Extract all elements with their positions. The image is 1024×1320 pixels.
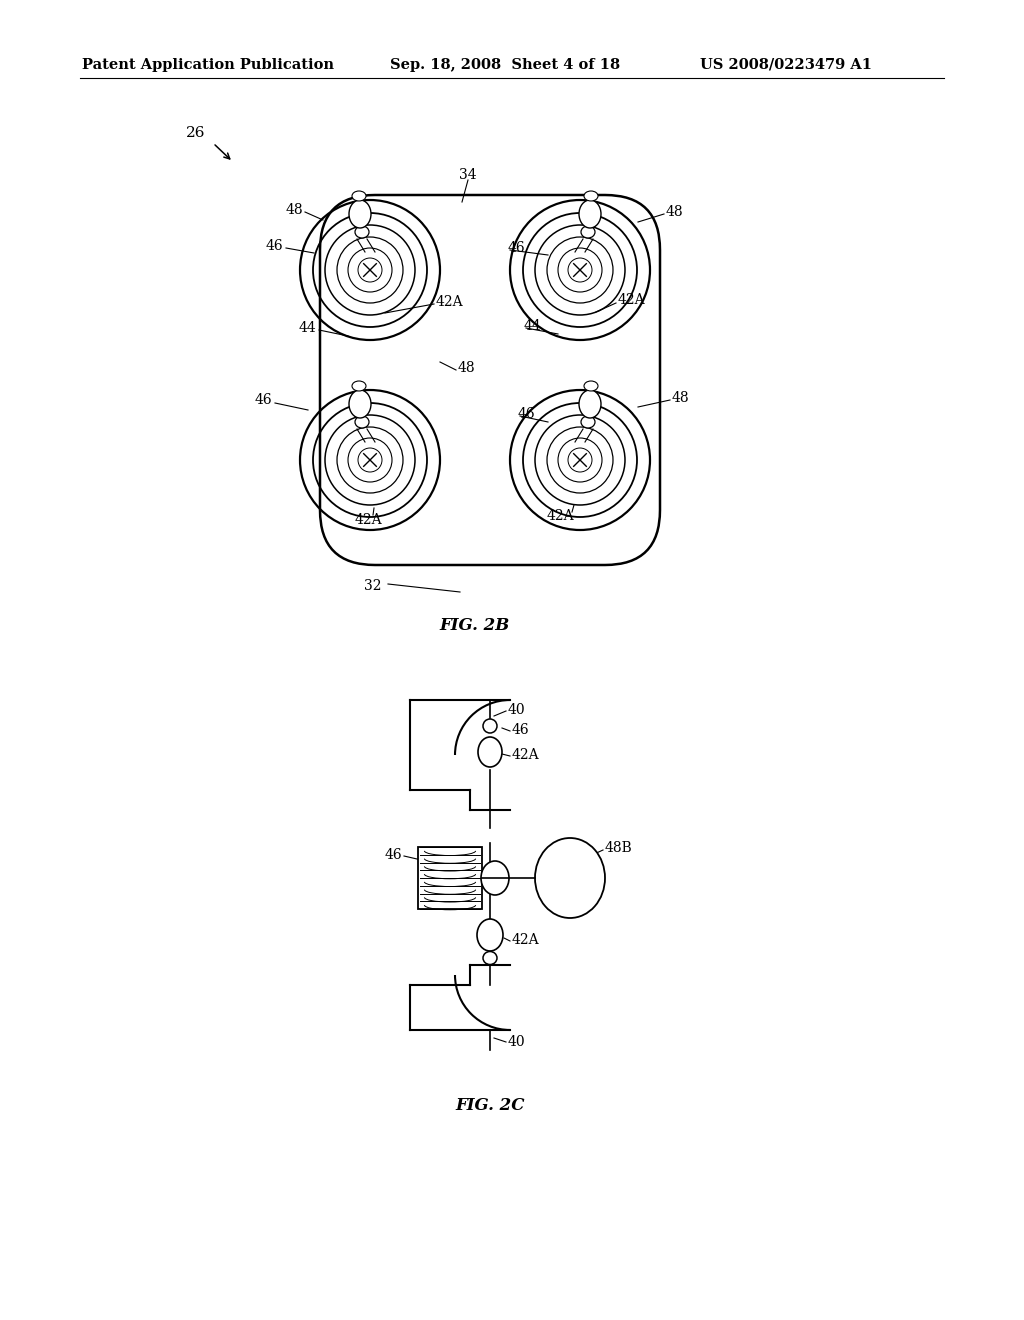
Ellipse shape (355, 416, 369, 428)
Ellipse shape (355, 226, 369, 238)
Text: 46: 46 (254, 393, 272, 407)
Text: 32: 32 (365, 579, 382, 593)
Ellipse shape (349, 201, 371, 228)
Text: 42A: 42A (512, 933, 540, 946)
Text: 46: 46 (518, 407, 536, 421)
Ellipse shape (352, 381, 366, 391)
Text: 42A: 42A (618, 293, 645, 308)
Ellipse shape (477, 919, 503, 950)
Text: 34: 34 (459, 168, 477, 182)
Text: 48: 48 (666, 205, 684, 219)
Ellipse shape (349, 389, 371, 418)
Text: 48: 48 (672, 391, 689, 405)
Text: 44: 44 (298, 321, 316, 335)
Text: 40: 40 (508, 704, 525, 717)
Ellipse shape (483, 719, 497, 733)
Text: 48: 48 (286, 203, 303, 216)
Text: 44: 44 (524, 319, 542, 333)
Text: 42A: 42A (354, 513, 382, 527)
Ellipse shape (352, 191, 366, 201)
Text: 46: 46 (384, 847, 402, 862)
Text: FIG. 2B: FIG. 2B (440, 616, 510, 634)
Text: US 2008/0223479 A1: US 2008/0223479 A1 (700, 58, 872, 73)
Ellipse shape (581, 226, 595, 238)
Ellipse shape (584, 191, 598, 201)
Text: 46: 46 (508, 242, 525, 255)
Text: 48: 48 (458, 360, 475, 375)
Text: 26: 26 (185, 125, 205, 140)
Text: 46: 46 (265, 239, 283, 253)
Text: FIG. 2C: FIG. 2C (456, 1097, 524, 1114)
Text: 42A: 42A (546, 510, 573, 523)
Text: 46: 46 (512, 723, 529, 737)
FancyBboxPatch shape (319, 195, 660, 565)
Text: 48B: 48B (605, 841, 633, 855)
Text: 42A: 42A (512, 748, 540, 762)
Ellipse shape (478, 737, 502, 767)
Ellipse shape (579, 201, 601, 228)
Ellipse shape (535, 838, 605, 917)
Ellipse shape (483, 952, 497, 965)
Text: Patent Application Publication: Patent Application Publication (82, 58, 334, 73)
Ellipse shape (581, 416, 595, 428)
Text: Sep. 18, 2008  Sheet 4 of 18: Sep. 18, 2008 Sheet 4 of 18 (390, 58, 621, 73)
Ellipse shape (481, 861, 509, 895)
Bar (418, 847, 482, 909)
Ellipse shape (579, 389, 601, 418)
Ellipse shape (584, 381, 598, 391)
Text: 40: 40 (508, 1035, 525, 1049)
Text: 42A: 42A (436, 294, 464, 309)
